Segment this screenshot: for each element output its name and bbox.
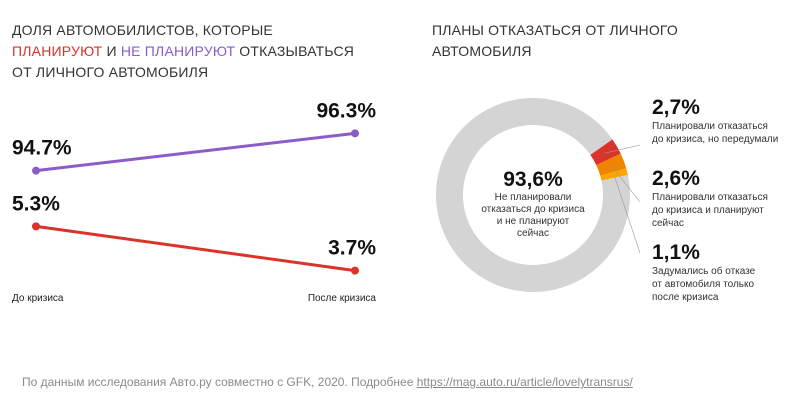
center-desc-4: сейчас	[517, 228, 549, 239]
center-desc-2: отказаться до кризиса	[481, 204, 585, 215]
data-point	[351, 129, 359, 138]
annotation-desc-1: Планировали отказаться	[652, 121, 768, 132]
annotation-desc-1: Планировали отказаться	[652, 192, 768, 203]
annotation-changed-mind: 2,7% Планировали отказаться до кризиса, …	[652, 96, 801, 146]
annotation-desc-2: до кризиса, но передумали	[652, 134, 779, 145]
center-desc-1: Не планировали	[494, 192, 572, 203]
annotation-desc-3: после кризиса	[652, 292, 719, 303]
donut-slice	[596, 153, 627, 176]
annotation-desc-2: до кризиса и планируют	[652, 205, 764, 216]
title-line-2: автомобиля	[432, 43, 532, 59]
annotation-still-plan: 2,6% Планировали отказаться до кризиса и…	[652, 167, 801, 230]
annotation-value: 2,6%	[652, 167, 700, 190]
annotation-desc-2: от автомобиля только	[652, 279, 755, 290]
title-line-1: Доля автомобилистов, которые	[12, 22, 273, 38]
leader-line	[610, 165, 641, 203]
data-label: 5.3%	[12, 192, 60, 215]
leader-line	[613, 174, 641, 254]
series-line-1	[35, 224, 356, 273]
donut-slice	[600, 168, 628, 181]
data-point	[32, 166, 40, 175]
series-line-0	[35, 131, 356, 173]
annotation-after-crisis: 1,1% Задумались об отказе от автомобиля …	[652, 241, 801, 304]
title-line-1: Планы отказаться от личного	[432, 22, 678, 38]
footer-source: По данным исследования Авто.ру совместно…	[22, 375, 633, 389]
footer-text: По данным исследования Авто.ру совместно…	[22, 375, 417, 389]
data-label: 94.7%	[12, 137, 72, 160]
title-line-3: от личного автомобиля	[12, 64, 209, 80]
annotation-desc-3: сейчас	[652, 218, 684, 229]
center-value: 93,6%	[503, 168, 563, 191]
title-noplan: не планируют	[120, 43, 236, 59]
data-point	[32, 222, 40, 231]
line-chart: 94.7% 96.3% 5.3% 3.7% До кризиса После кризис…	[12, 99, 376, 304]
title-plan: планируют	[12, 43, 103, 59]
title-and: и	[102, 43, 121, 59]
donut-center-label: 93,6% Не планировали отказаться до кризи…	[478, 168, 588, 240]
data-point	[351, 266, 359, 275]
donut-chart	[435, 97, 641, 292]
footer-link[interactable]: https://mag.auto.ru/article/lovelytransr…	[416, 375, 633, 389]
center-desc-3: и не планируют	[496, 216, 570, 227]
title-rest: отказываться	[235, 43, 355, 59]
line-chart-title: Доля автомобилистов, которые планируют и…	[12, 20, 412, 83]
annotation-value: 2,7%	[652, 96, 700, 119]
donut-slice	[590, 139, 621, 166]
donut-chart-title: Планы отказаться от личного автомобиля	[432, 20, 732, 62]
leader-line	[605, 144, 641, 154]
data-label: 96.3%	[316, 99, 376, 122]
annotation-desc-1: Задумались об отказе	[652, 266, 756, 277]
annotation-value: 1,1%	[652, 241, 700, 264]
data-label: 3.7%	[328, 237, 376, 260]
x-tick-label: После кризиса	[308, 293, 377, 304]
title-line-2: планируют и не планируют отказываться	[12, 41, 412, 62]
x-tick-label: До кризиса	[12, 293, 64, 304]
